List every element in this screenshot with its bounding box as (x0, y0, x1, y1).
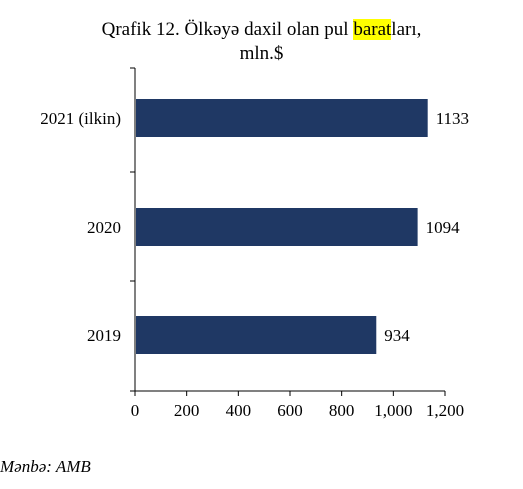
x-tick-label: 600 (277, 401, 303, 420)
source-note: Mənbə: AMB (0, 457, 91, 476)
data-label: 934 (384, 326, 410, 345)
category-label: 2020 (87, 218, 121, 237)
bar (136, 208, 418, 246)
bar (136, 99, 428, 137)
bar (136, 316, 377, 354)
title-highlighted-text: barat (353, 19, 392, 40)
title-unit: mln.$ (239, 43, 284, 64)
title-text-before: Qrafik 12. Ölkəyə daxil olan pul (101, 19, 354, 40)
x-tick-label: 0 (131, 401, 140, 420)
chart-title: Qrafik 12. Ölkəyə daxil olan pul baratla… (0, 18, 523, 66)
x-tick-label: 1,200 (426, 401, 464, 420)
title-text-after: ları, (391, 19, 422, 40)
data-label: 1094 (426, 218, 461, 237)
x-tick-label: 200 (174, 401, 200, 420)
data-label: 1133 (436, 109, 469, 128)
x-tick-label: 800 (329, 401, 355, 420)
category-label: 2021 (ilkin) (40, 109, 121, 128)
x-tick-label: 400 (226, 401, 252, 420)
category-label: 2019 (87, 326, 121, 345)
x-tick-label: 1,000 (374, 401, 412, 420)
